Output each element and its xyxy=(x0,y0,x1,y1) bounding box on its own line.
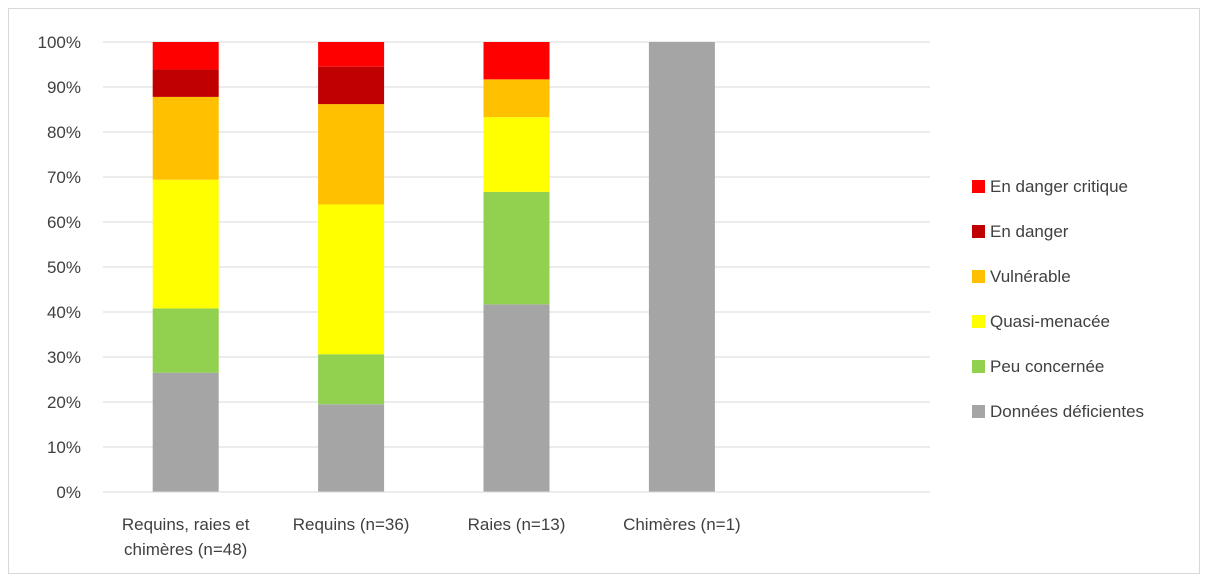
x-tick-label: Raies (n=13) xyxy=(468,515,566,534)
y-tick-label: 10% xyxy=(47,438,81,457)
y-tick-label: 90% xyxy=(47,78,81,97)
y-tick-label: 80% xyxy=(47,123,81,142)
legend-item: Quasi-menacée xyxy=(972,312,1110,331)
legend-item: Peu concernée xyxy=(972,357,1104,376)
y-tick-label: 30% xyxy=(47,348,81,367)
legend-item: Vulnérable xyxy=(972,267,1071,286)
legend-label: Vulnérable xyxy=(990,267,1071,286)
legend-label: Données déficientes xyxy=(990,402,1144,421)
bar-segment xyxy=(152,69,219,97)
bar-segment xyxy=(648,42,715,492)
x-tick-label: Requins, raies et chimères (n=48) xyxy=(122,515,250,559)
legend-swatch xyxy=(972,180,985,193)
y-tick-label: 100% xyxy=(38,33,81,52)
legend: En danger critique En danger Vulnérable Qua… xyxy=(972,177,1144,421)
y-tick-label: 0% xyxy=(56,483,81,502)
y-tick-label: 50% xyxy=(47,258,81,277)
legend-swatch xyxy=(972,360,985,373)
bar-segment xyxy=(483,79,550,118)
axes: 0% 10% 20% 30% 40% 50% 60% 70% 80% 90% 100% Requins… xyxy=(38,33,930,559)
x-tick-label: Chimères (n=1) xyxy=(623,515,741,534)
bar-segment xyxy=(318,66,385,105)
bar-segment xyxy=(483,304,550,492)
legend-label: En danger xyxy=(990,222,1069,241)
bar-segment xyxy=(318,104,385,205)
bar-segment xyxy=(483,191,550,305)
y-tick-label: 70% xyxy=(47,168,81,187)
bars xyxy=(152,42,715,492)
bar-segment xyxy=(152,308,219,373)
legend-swatch xyxy=(972,270,985,283)
legend-swatch xyxy=(972,405,985,418)
bar-segment xyxy=(318,204,385,355)
bar-segment xyxy=(152,42,219,70)
y-tick-label: 60% xyxy=(47,213,81,232)
bar-segment xyxy=(318,404,385,492)
legend-item: En danger critique xyxy=(972,177,1128,196)
y-tick-label: 40% xyxy=(47,303,81,322)
bar-segment xyxy=(318,42,385,67)
legend-label: Quasi-menacée xyxy=(990,312,1110,331)
bar-segment xyxy=(483,117,550,192)
legend-label: En danger critique xyxy=(990,177,1128,196)
legend-swatch xyxy=(972,315,985,328)
legend-item: Données déficientes xyxy=(972,402,1144,421)
bar-segment xyxy=(483,42,550,80)
legend-swatch xyxy=(972,225,985,238)
y-tick-label: 20% xyxy=(47,393,81,412)
bar-segment xyxy=(152,179,219,309)
bar-segment xyxy=(152,372,219,492)
bar-segment xyxy=(152,96,219,180)
bar-segment xyxy=(318,354,385,405)
x-tick-label: Requins (n=36) xyxy=(293,515,410,534)
legend-item: En danger xyxy=(972,222,1069,241)
legend-label: Peu concernée xyxy=(990,357,1104,376)
